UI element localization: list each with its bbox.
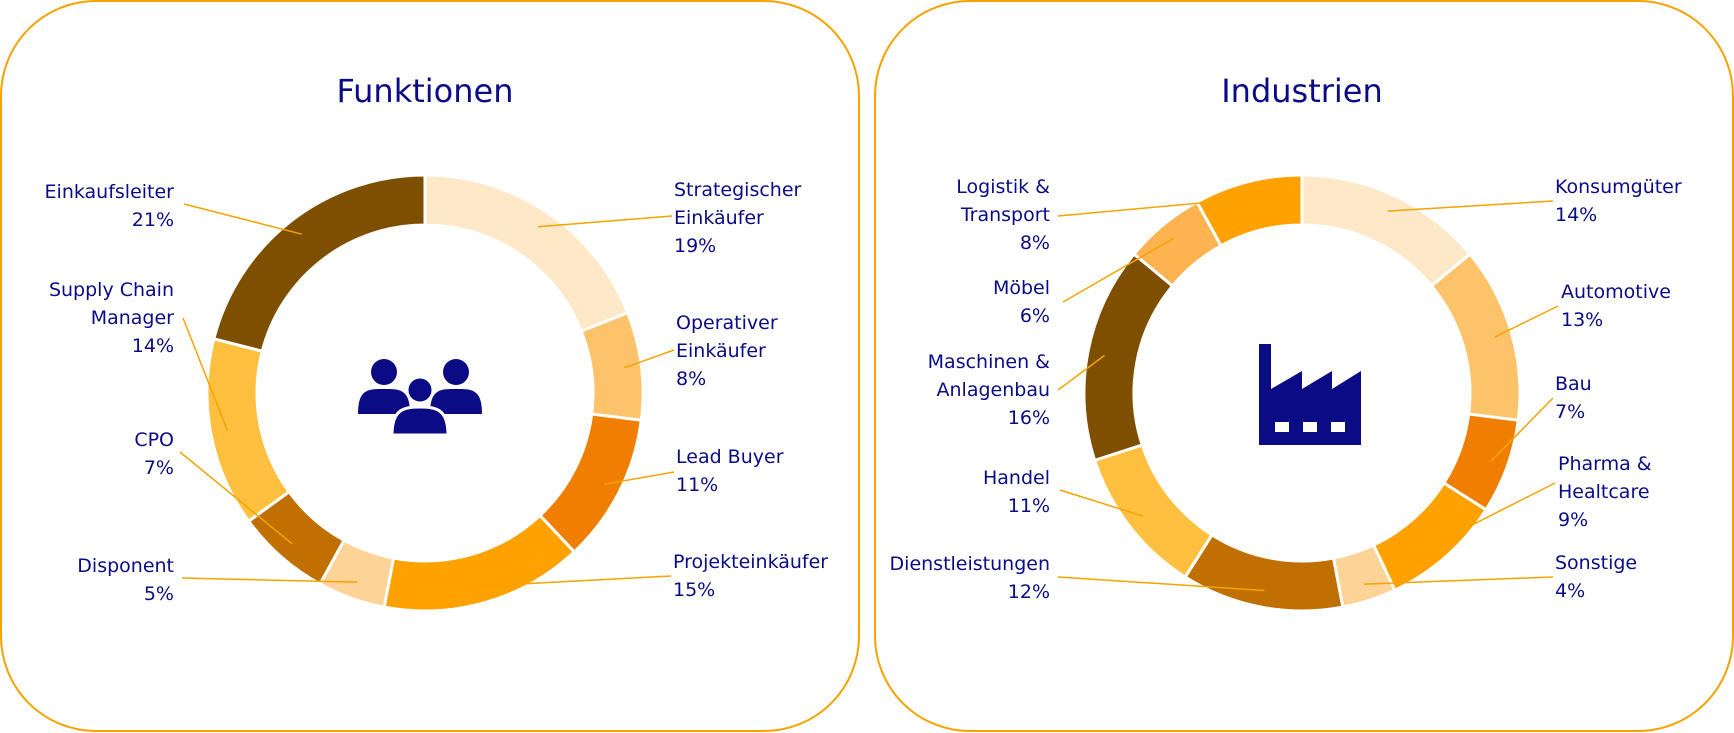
leader-line-disponent bbox=[181, 577, 357, 583]
chart-title-industrien: Industrien bbox=[1221, 72, 1383, 110]
data-label-sonstige: Sonstige 4% bbox=[1555, 552, 1637, 602]
leader-line-bau bbox=[1490, 397, 1554, 462]
slice-einkaufsleiter bbox=[212, 173, 427, 354]
leader-line-automotive bbox=[1494, 305, 1559, 338]
data-label-dienstleistungen: Dienstleistungen 12% bbox=[890, 553, 1050, 603]
leader-line-moebel bbox=[1062, 237, 1175, 303]
labels-industrien: Konsumgüter 14% Automotive 13% Bau 7% Pharma &… bbox=[890, 176, 1682, 603]
data-label-konsumgueter: Konsumgüter 14% bbox=[1555, 176, 1682, 226]
data-label-handel: Handel 11% bbox=[983, 467, 1050, 517]
leader-line-logistik-and-transport bbox=[1057, 197, 1253, 217]
leader-line-handel bbox=[1059, 489, 1144, 517]
industrien-panel: Industrien Konsumgüter 14% Automotive 13% Ba… bbox=[874, 0, 1734, 732]
donut-industrien bbox=[1082, 173, 1522, 613]
leader-lines-funktionen bbox=[179, 203, 675, 587]
leader-line-operativer-einkaeufer bbox=[624, 349, 675, 369]
leader-line-pharma-and-healtcare bbox=[1434, 482, 1556, 545]
data-label-automotive: Automotive 13% bbox=[1561, 281, 1671, 331]
data-label-einkaufsleiter: Einkaufsleiter 21% bbox=[45, 181, 175, 231]
leader-line-dienstleistungen bbox=[1057, 576, 1265, 592]
leader-line-maschinen-and-anlagenbau bbox=[1057, 354, 1106, 391]
leader-line-lead-buyer bbox=[603, 471, 675, 485]
data-label-moebel: Möbel 6% bbox=[993, 277, 1050, 327]
donut-funktionen bbox=[205, 173, 645, 613]
data-label-lead-buyer: Lead Buyer 11% bbox=[676, 446, 784, 496]
leader-line-projekteinkaeufer bbox=[481, 575, 672, 587]
labels-funktionen: Strategischer Einkäufer 19% Operativer Einkä… bbox=[45, 179, 829, 605]
leader-lines-industrien bbox=[1057, 197, 1559, 592]
leader-line-sonstige bbox=[1364, 576, 1554, 585]
funktionen-panel: Funktionen Strategischer Einkäufer 19% Oper… bbox=[0, 0, 860, 732]
data-label-logistik-and-transport: Logistik & Transport 8% bbox=[956, 176, 1050, 254]
chart-title-funktionen: Funktionen bbox=[336, 72, 513, 110]
factory-icon bbox=[1259, 344, 1361, 445]
people-group-icon bbox=[358, 359, 482, 437]
leader-line-konsumgueter bbox=[1387, 200, 1554, 212]
data-label-maschinen-and-anlagenbau: Maschinen & Anlagenbau 16% bbox=[928, 351, 1051, 429]
data-label-pharma-and-healtcare: Pharma & Healtcare 9% bbox=[1558, 453, 1652, 531]
data-label-cpo: CPO 7% bbox=[134, 429, 174, 479]
leader-line-einkaufsleiter bbox=[183, 203, 302, 235]
data-label-disponent: Disponent 5% bbox=[77, 555, 174, 605]
data-label-supply-chain-manager: Supply Chain Manager 14% bbox=[49, 279, 174, 357]
data-label-bau: Bau 7% bbox=[1555, 373, 1592, 423]
data-label-projekteinkaeufer: Projekteinkäufer 15% bbox=[673, 551, 828, 601]
panel-frame bbox=[874, 0, 1734, 732]
slice-logistik-and-transport bbox=[1194, 173, 1304, 248]
leader-line-cpo bbox=[179, 451, 293, 545]
leader-line-strategischer-einkaeufer bbox=[537, 215, 673, 228]
data-label-operativer-einkaeufer: Operativer Einkäufer 8% bbox=[676, 312, 778, 390]
panel-frame bbox=[0, 0, 860, 732]
data-label-strategischer-einkaeufer: Strategischer Einkäufer 19% bbox=[674, 179, 802, 257]
leader-line-supply-chain-manager bbox=[182, 317, 229, 431]
